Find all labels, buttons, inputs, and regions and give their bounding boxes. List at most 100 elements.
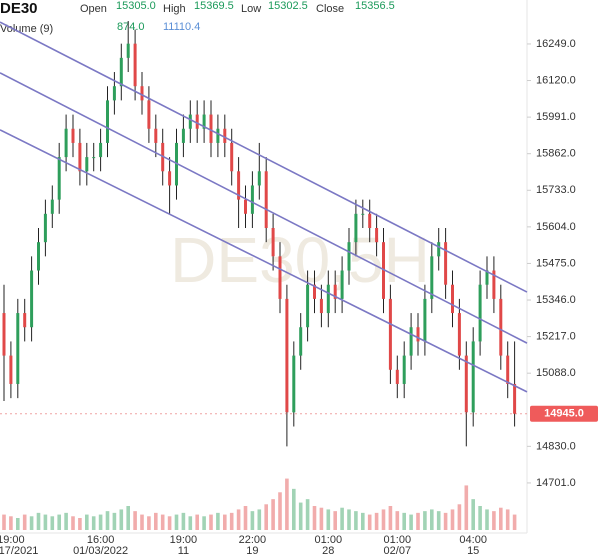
volume-bar	[133, 511, 137, 530]
candle-body	[271, 227, 275, 257]
x-tick-label: 19:00	[0, 534, 25, 546]
candle-body	[471, 341, 475, 413]
volume-bar	[85, 514, 89, 530]
candle-body	[57, 157, 61, 200]
volume-bar	[457, 504, 462, 530]
y-tick-label: 16120.0	[536, 74, 576, 86]
candle-body	[499, 298, 503, 356]
candle-body	[340, 270, 344, 299]
volume-bar	[36, 512, 41, 530]
volume-bar	[326, 509, 331, 530]
volume-bar	[333, 511, 337, 530]
candle-body	[326, 284, 330, 314]
volume-bar	[236, 509, 241, 530]
candle-body	[250, 185, 254, 214]
volume-bar	[16, 518, 20, 530]
volume-bar	[361, 512, 365, 530]
candle-body	[223, 128, 227, 143]
ohlc-label: Low	[241, 3, 261, 15]
trendline	[0, 129, 528, 393]
volume-bar	[126, 506, 130, 530]
volume-bar	[319, 507, 324, 530]
candle-body	[416, 327, 420, 342]
candle-body	[147, 100, 151, 129]
candle-body	[513, 383, 517, 414]
volume-bar	[478, 506, 482, 530]
candle-body	[85, 157, 89, 172]
candle-body	[64, 128, 68, 158]
volume-bar	[436, 511, 441, 530]
volume-bar	[181, 512, 186, 530]
volume-bar	[22, 514, 27, 530]
x-tick-label: 19:00	[170, 534, 198, 546]
candle-body	[368, 213, 372, 228]
last-price-label: 14945.0	[544, 408, 584, 420]
volume-bar	[505, 509, 510, 530]
trendline	[0, 21, 528, 293]
candle-body	[9, 355, 13, 384]
volume-bar	[430, 509, 434, 530]
volume-bar	[91, 516, 96, 530]
volume-bar	[119, 509, 124, 530]
candle-body	[299, 327, 303, 356]
volume-bar	[492, 511, 496, 530]
candle-body	[230, 142, 234, 172]
candle-body	[354, 213, 358, 243]
volume-bar	[264, 504, 268, 530]
volume-bar	[402, 512, 406, 530]
candle-body	[92, 157, 96, 159]
candle-body	[50, 199, 54, 214]
volume-bar	[154, 512, 158, 530]
x-tick-label: 01/03/2022	[73, 545, 128, 557]
candle-body	[2, 313, 6, 356]
volume-bar	[43, 514, 48, 530]
y-tick-label: 15475.0	[536, 257, 576, 269]
candle-body	[30, 270, 34, 328]
y-tick-label: 15088.0	[536, 367, 576, 379]
volume-bar	[64, 512, 68, 530]
volume-bar	[354, 511, 358, 530]
candle-body	[485, 270, 489, 285]
candle-body	[168, 171, 172, 186]
candle-body	[451, 284, 454, 314]
candle-body	[395, 369, 399, 384]
candle-body	[409, 327, 413, 356]
candle-body	[361, 213, 365, 215]
volume-bar	[209, 514, 213, 530]
candle-body	[444, 242, 448, 285]
volume-bar	[305, 499, 310, 530]
volume-bar	[229, 512, 234, 530]
candle-body	[195, 114, 199, 129]
candle-body	[292, 355, 296, 413]
volume-bar	[423, 511, 427, 530]
candle-body	[278, 256, 282, 299]
candle-body	[388, 298, 392, 370]
volume-bar	[298, 502, 303, 530]
candle-body	[43, 213, 47, 243]
x-tick-label: 16:00	[87, 534, 115, 546]
volume-bar	[271, 499, 275, 530]
volume-bar	[347, 509, 351, 530]
volume-bar	[174, 514, 179, 530]
volume-bar	[416, 512, 420, 530]
volume-bar	[409, 514, 413, 530]
candle-body	[126, 43, 130, 58]
candle-body	[285, 298, 289, 413]
candle-body	[492, 270, 496, 299]
x-tick-label: 01:00	[384, 534, 412, 546]
volume-bar	[160, 514, 165, 530]
volume-bar	[29, 516, 34, 530]
volume-bar	[257, 509, 262, 530]
x-tick-label: 01:00	[315, 534, 343, 546]
volume-bar	[374, 512, 379, 530]
candle-body	[423, 298, 427, 342]
candle-body	[464, 355, 468, 413]
candle-body	[37, 242, 40, 271]
candle-body	[437, 242, 441, 257]
volume-label: Volume (9)	[0, 23, 53, 35]
candle-body	[106, 100, 109, 143]
x-tick-label: 22:00	[239, 534, 267, 546]
candle-body	[313, 284, 316, 299]
y-tick-label: 15604.0	[536, 221, 576, 233]
volume-bar	[105, 511, 110, 530]
